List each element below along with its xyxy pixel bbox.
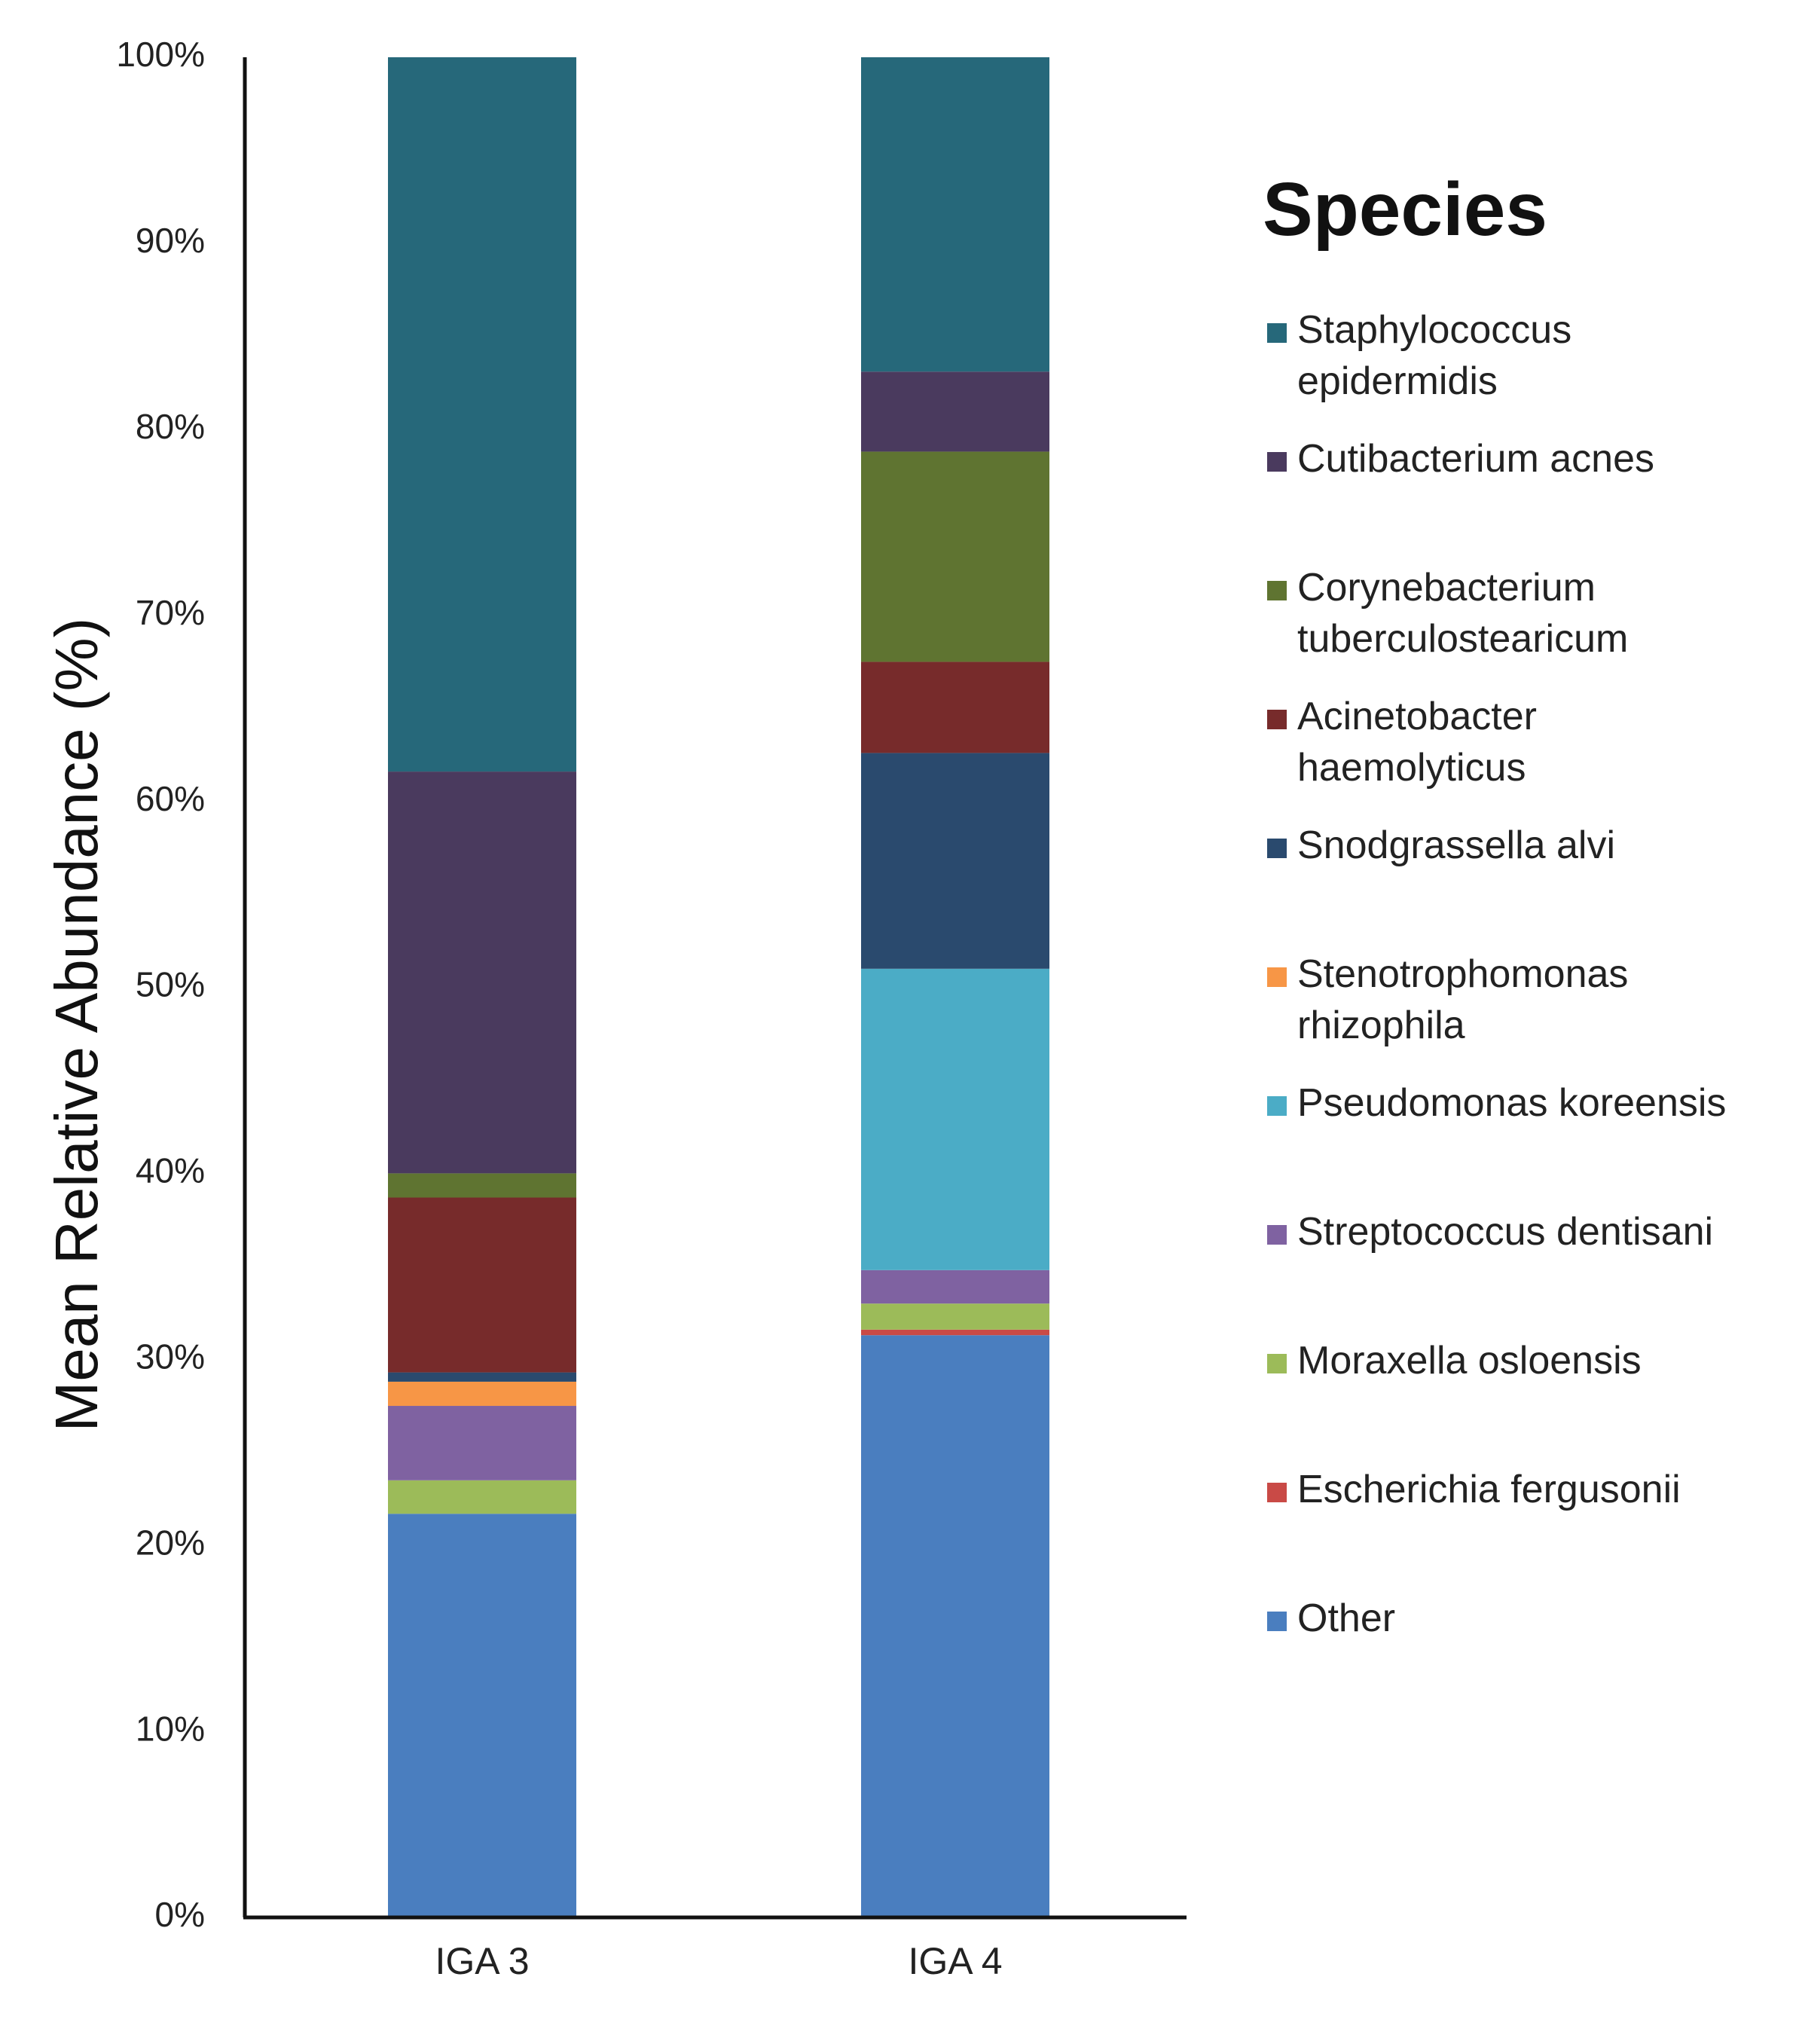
legend-label: Staphylococcus [1297, 308, 1571, 352]
legend-label: haemolyticus [1297, 746, 1526, 790]
bar-segment [861, 1335, 1049, 1917]
axes-group [243, 57, 1187, 1920]
legend-swatch [1267, 1483, 1287, 1502]
legend-swatch [1267, 1096, 1287, 1116]
y-tick-label: 10% [136, 1709, 205, 1748]
y-tick-label: 80% [136, 407, 205, 446]
bar-segment [861, 1269, 1049, 1304]
bar-segment [861, 57, 1049, 372]
legend-label: Stenotrophomonas [1297, 952, 1628, 996]
bar-segment [861, 661, 1049, 753]
y-tick-label: 100% [116, 35, 205, 74]
y-axis-ticks: 0% 10% 20% 30% 40% 50% 60% 70% 80% 90% 100% [116, 35, 205, 1934]
bar-segment [861, 968, 1049, 1270]
legend-swatch [1267, 967, 1287, 987]
legend-swatch [1267, 452, 1287, 472]
bar-segment [388, 1197, 576, 1373]
legend-label: Streptococcus dentisani [1297, 1210, 1713, 1254]
legend-items: Staphylococcus epidermidis Cutibacterium a… [1267, 308, 1726, 1640]
y-tick-label: 20% [136, 1523, 205, 1562]
legend-swatch [1267, 1354, 1287, 1373]
bar-segment [861, 1303, 1049, 1330]
bar-segment [861, 1329, 1049, 1336]
legend-label: Cutibacterium acnes [1297, 437, 1654, 481]
legend-label: Acinetobacter [1297, 695, 1537, 738]
bar-segment [388, 1381, 576, 1407]
category-labels: IGA 3 IGA 4 [435, 1940, 1002, 1982]
bar-segment [388, 1514, 576, 1917]
y-tick-label: 0% [155, 1895, 205, 1934]
bar-segment [861, 451, 1049, 662]
legend-label: Snodgrassella alvi [1297, 823, 1615, 867]
legend-swatch [1267, 581, 1287, 600]
bar-segment [388, 1480, 576, 1514]
x-tick-label: IGA 4 [908, 1940, 1002, 1982]
legend-swatch [1267, 839, 1287, 858]
legend-title: Species [1263, 167, 1547, 252]
legend-label: tuberculostearicum [1297, 617, 1628, 661]
y-tick-label: 60% [136, 779, 205, 818]
legend-label: Moraxella osloensis [1297, 1339, 1642, 1383]
y-tick-label: 40% [136, 1151, 205, 1190]
legend-swatch [1267, 710, 1287, 729]
legend: Species Staphylococcus epidermidis Cutibac… [1263, 167, 1726, 1640]
bar-segment [861, 371, 1049, 452]
y-axis-title-group: Mean Relative Abundance (%) [43, 618, 110, 1432]
bar-segment [388, 57, 576, 772]
x-tick-label: IGA 3 [435, 1940, 529, 1982]
y-tick-label: 90% [136, 221, 205, 260]
legend-label: epidermidis [1297, 359, 1498, 403]
bars-group [388, 57, 1049, 1917]
bar-segment [388, 1173, 576, 1198]
bar-segment [388, 771, 576, 1174]
legend-swatch [1267, 1612, 1287, 1631]
bar-segment [388, 1406, 576, 1480]
legend-swatch [1267, 323, 1287, 343]
legend-label: Pseudomonas koreensis [1297, 1081, 1726, 1125]
y-tick-label: 30% [136, 1337, 205, 1376]
legend-label: rhizophila [1297, 1004, 1465, 1047]
legend-label: Escherichia fergusonii [1297, 1468, 1681, 1511]
bar-segment [388, 1372, 576, 1382]
bar-segment [861, 753, 1049, 969]
legend-swatch [1267, 1225, 1287, 1245]
legend-label: Corynebacterium [1297, 566, 1596, 610]
y-tick-label: 50% [136, 965, 205, 1004]
y-axis-title: Mean Relative Abundance (%) [43, 618, 110, 1432]
legend-label: Other [1297, 1596, 1395, 1640]
y-tick-label: 70% [136, 593, 205, 632]
